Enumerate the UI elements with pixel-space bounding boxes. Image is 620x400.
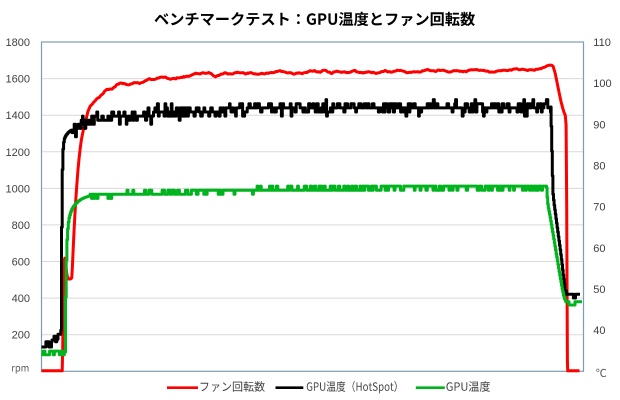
svg-text:100: 100 — [593, 78, 611, 90]
svg-text:200: 200 — [12, 330, 30, 342]
svg-text:1600: 1600 — [6, 74, 30, 86]
svg-text:50: 50 — [593, 284, 605, 296]
svg-text:80: 80 — [593, 161, 605, 173]
svg-text:1400: 1400 — [6, 110, 30, 122]
svg-text:40: 40 — [593, 325, 605, 337]
svg-text:400: 400 — [12, 293, 30, 305]
svg-text:90: 90 — [593, 119, 605, 131]
svg-text:800: 800 — [12, 220, 30, 232]
svg-text:1800: 1800 — [6, 37, 30, 49]
svg-text:600: 600 — [12, 257, 30, 269]
svg-text:1200: 1200 — [6, 147, 30, 159]
svg-text:110: 110 — [593, 37, 611, 49]
svg-text:70: 70 — [593, 202, 605, 214]
svg-text:1000: 1000 — [6, 183, 30, 195]
svg-text:60: 60 — [593, 243, 605, 255]
